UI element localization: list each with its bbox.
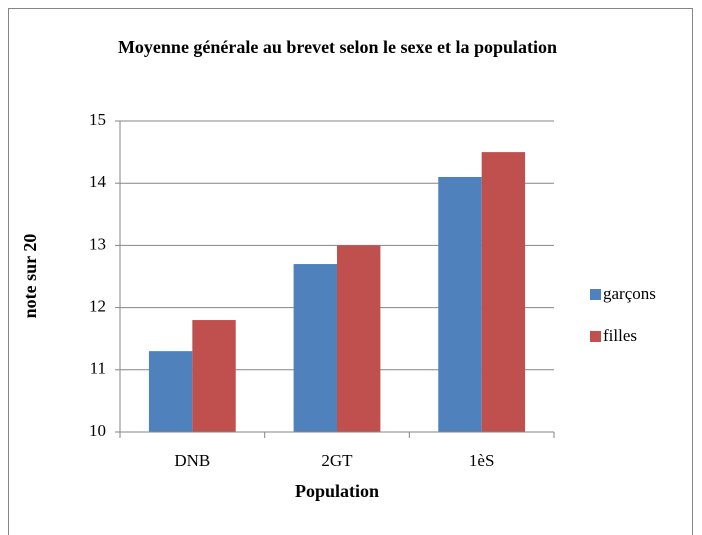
legend-label: filles [603, 326, 637, 345]
y-tick-label: 15 [89, 110, 106, 129]
legend-swatch [590, 331, 601, 342]
y-axis-label: note sur 20 [20, 234, 40, 319]
x-tick-label: 1èS [469, 451, 495, 470]
legend-label: garçons [603, 284, 656, 303]
bar [293, 264, 337, 432]
legend-swatch [590, 289, 601, 300]
y-tick-label: 12 [89, 297, 106, 316]
y-tick-label: 11 [90, 359, 106, 378]
bar [148, 351, 193, 432]
x-tick-label: DNB [174, 451, 210, 470]
bar [192, 320, 236, 432]
bar [481, 152, 526, 432]
y-tick-label: 10 [89, 421, 106, 440]
chart-title: Moyenne générale au brevet selon le sexe… [117, 37, 558, 57]
x-tick-label: 2GT [321, 451, 353, 470]
y-tick-label: 14 [89, 172, 107, 191]
bar [438, 176, 482, 432]
bar [337, 245, 381, 432]
chart-border [8, 8, 693, 535]
y-tick-label: 13 [89, 234, 106, 253]
x-axis-label: Population [295, 481, 379, 501]
